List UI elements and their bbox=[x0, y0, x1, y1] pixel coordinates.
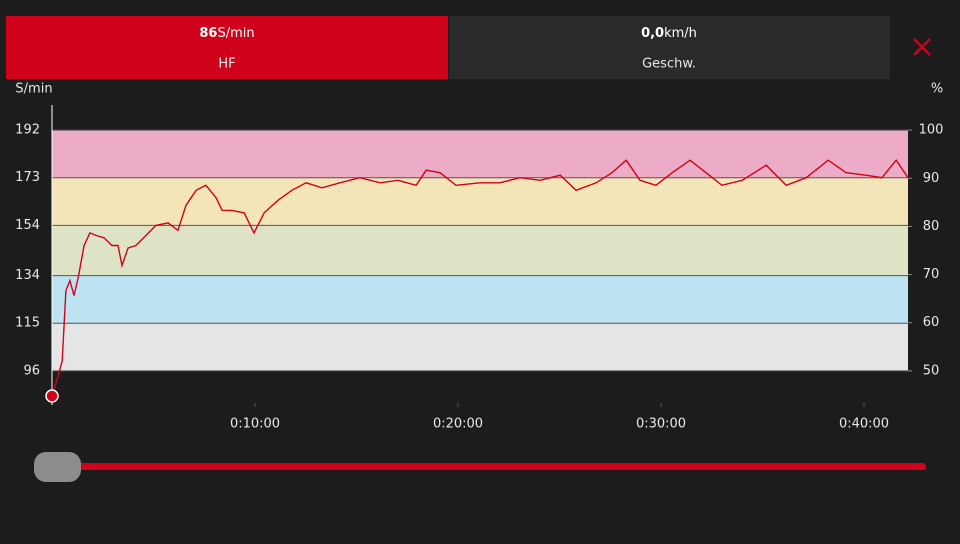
y-tick-label: 115 bbox=[15, 316, 40, 331]
tab-speed[interactable] bbox=[449, 16, 890, 79]
tab-heart-rate[interactable] bbox=[6, 16, 448, 79]
y-tick-label: 154 bbox=[15, 218, 40, 233]
tab-value: 86S/min bbox=[199, 26, 254, 41]
y2-tick-label: 60 bbox=[923, 315, 940, 330]
y2-tick-label: 100 bbox=[919, 123, 944, 138]
zone bbox=[52, 323, 908, 371]
y2-tick-label: 50 bbox=[923, 363, 940, 378]
zone bbox=[52, 177, 908, 226]
zone bbox=[52, 225, 908, 276]
close-button[interactable] bbox=[913, 38, 931, 56]
x-tick-label: 0:10:00 bbox=[230, 417, 280, 432]
value: 0,0 bbox=[641, 26, 664, 41]
y-tick-label: 96 bbox=[23, 363, 40, 378]
y-tick-label: 134 bbox=[15, 268, 40, 283]
y2-tick-label: 80 bbox=[923, 219, 940, 234]
slider-track[interactable] bbox=[60, 463, 926, 470]
x-tick-label: 0:30:00 bbox=[636, 417, 686, 432]
y2-tick-label: 70 bbox=[923, 267, 940, 282]
unit: km/h bbox=[664, 26, 697, 41]
unit: S/min bbox=[217, 26, 254, 41]
x-tick-label: 0:20:00 bbox=[433, 417, 483, 432]
slider-thumb[interactable] bbox=[34, 452, 81, 482]
y2-axis-unit: % bbox=[931, 82, 943, 97]
tab-label: Geschw. bbox=[642, 57, 696, 72]
zone bbox=[52, 130, 908, 178]
y2-tick-label: 90 bbox=[923, 171, 940, 186]
y-axis-unit: S/min bbox=[15, 82, 52, 97]
tab-value: 0,0km/h bbox=[641, 26, 697, 41]
zone bbox=[52, 275, 908, 324]
x-tick-label: 0:40:00 bbox=[839, 417, 889, 432]
tab-label: HF bbox=[218, 57, 235, 72]
y-tick-label: 192 bbox=[15, 123, 40, 138]
plot: 96 115 134 154 173 192 50 60 70 80 90 100 0:10:00 0:2… bbox=[15, 105, 943, 432]
y-tick-label: 173 bbox=[15, 170, 40, 185]
value: 86 bbox=[199, 26, 217, 41]
heart-rate-line bbox=[51, 159, 909, 397]
start-marker bbox=[45, 389, 59, 403]
